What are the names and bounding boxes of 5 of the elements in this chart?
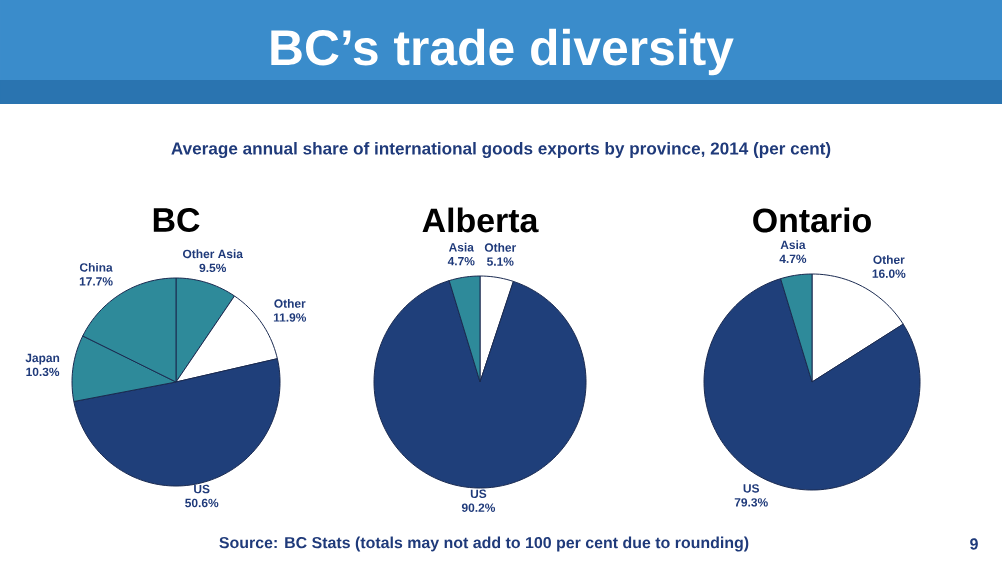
chart-title: BC [153,208,200,233]
chart-title: Ontario [753,207,871,233]
text: Average annual share of international goods exports by province, 2014 (per cent) [171,141,831,159]
text: BC’s trade diversity [271,28,734,76]
chart-title: Alberta [422,207,539,233]
